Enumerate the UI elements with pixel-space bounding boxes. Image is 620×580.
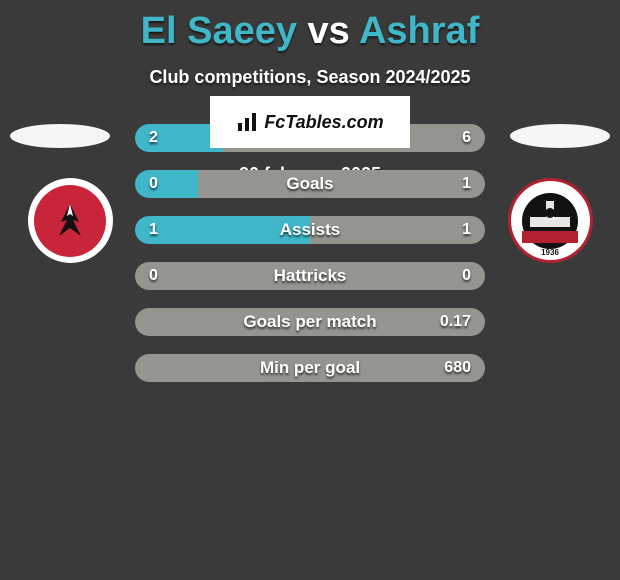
player2-club-badge: 1936	[500, 178, 600, 263]
badge-outer-circle: 1936	[508, 178, 593, 263]
stat-row: 11Assists	[135, 216, 485, 244]
brand-text: FcTables.com	[264, 112, 383, 133]
badge-inner-circle	[522, 193, 578, 249]
badge-year: 1936	[511, 248, 590, 257]
badge-stripe	[522, 231, 578, 243]
badge-outer-circle	[28, 178, 113, 263]
stat-label: Goals per match	[135, 312, 485, 332]
competition-subtitle: Club competitions, Season 2024/2025	[0, 67, 620, 88]
stat-label: Hattricks	[135, 266, 485, 286]
player1-photo-slot	[10, 124, 110, 148]
stat-row: 01Goals	[135, 170, 485, 198]
stat-label: Goals	[135, 174, 485, 194]
player2-name: Ashraf	[359, 10, 479, 52]
player2-placeholder	[510, 124, 610, 148]
eagle-icon	[47, 198, 93, 244]
stat-label: Assists	[135, 220, 485, 240]
brand-watermark[interactable]: FcTables.com	[210, 96, 410, 148]
stat-row: 00Hattricks	[135, 262, 485, 290]
player1-name: El Saeey	[141, 10, 297, 52]
brand-logo-icon	[236, 111, 258, 133]
stats-bars: 26Matches01Goals11Assists00Hattricks0.17…	[135, 124, 485, 400]
stat-row: 680Min per goal	[135, 354, 485, 382]
player2-photo-slot	[510, 124, 610, 148]
player1-club-badge	[20, 178, 120, 263]
comparison-title: El Saeey vs Ashraf	[0, 0, 620, 53]
stat-label: Min per goal	[135, 358, 485, 378]
badge-inner-circle	[34, 185, 106, 257]
stat-row: 0.17Goals per match	[135, 308, 485, 336]
player1-placeholder	[10, 124, 110, 148]
vs-text: vs	[308, 10, 350, 52]
